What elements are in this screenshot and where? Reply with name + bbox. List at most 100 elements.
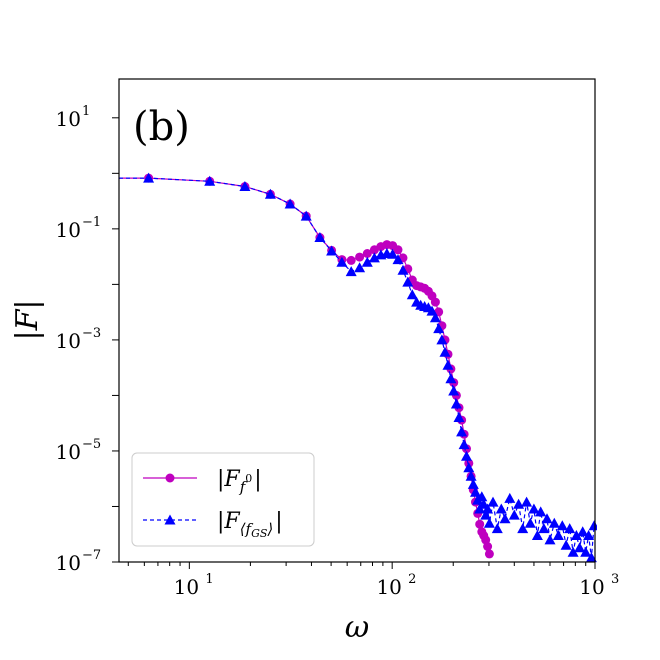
data-point-series-1 bbox=[300, 210, 312, 221]
x-tick-label: 10 bbox=[579, 575, 604, 599]
data-point-series-1 bbox=[480, 509, 492, 520]
x-tick-exponent: 3 bbox=[611, 572, 619, 587]
data-point-series-1 bbox=[463, 462, 475, 473]
legend-marker-series-0 bbox=[165, 473, 175, 483]
y-tick-label: 10 bbox=[56, 440, 81, 464]
data-point-series-1 bbox=[588, 520, 597, 531]
y-tick-exponent: −5 bbox=[82, 437, 101, 452]
data-point-series-1 bbox=[583, 530, 595, 540]
data-point-series-1 bbox=[361, 256, 373, 267]
data-point-series-1 bbox=[461, 450, 472, 461]
data-point-series-1 bbox=[204, 175, 216, 186]
data-point-series-1 bbox=[535, 506, 547, 517]
data-point-series-0 bbox=[355, 252, 365, 262]
data-point-series-1 bbox=[387, 248, 399, 259]
legend-box bbox=[131, 452, 315, 547]
data-point-series-0 bbox=[393, 245, 403, 255]
legend-label-series-0: |Ff0| bbox=[217, 467, 262, 496]
data-point-series-1 bbox=[521, 496, 533, 507]
legend-0-close: | bbox=[254, 467, 261, 492]
y-tick-exponent: −1 bbox=[82, 215, 101, 230]
plot-frame bbox=[118, 78, 596, 563]
data-point-series-0 bbox=[483, 542, 493, 551]
data-point-series-1 bbox=[574, 542, 586, 553]
data-point-series-0 bbox=[430, 297, 440, 307]
data-point-series-1 bbox=[448, 385, 460, 396]
data-point-series-1 bbox=[491, 523, 503, 534]
data-point-series-1 bbox=[445, 373, 457, 384]
data-point-series-1 bbox=[368, 252, 380, 263]
x-tick-exponent: 2 bbox=[408, 572, 416, 587]
y-tick-exponent: −3 bbox=[82, 326, 101, 341]
data-point-series-1 bbox=[504, 492, 516, 503]
data-point-series-1 bbox=[487, 496, 499, 507]
data-point-series-1 bbox=[483, 517, 495, 528]
data-point-series-1 bbox=[564, 523, 576, 534]
data-point-series-1 bbox=[406, 289, 418, 300]
data-point-series-1 bbox=[239, 181, 251, 191]
data-point-series-1 bbox=[453, 412, 465, 422]
y-axis-label: |F| bbox=[10, 299, 45, 340]
legend-1-close: | bbox=[275, 509, 282, 534]
data-point-series-1 bbox=[524, 517, 536, 528]
y-tick-exponent: −7 bbox=[82, 548, 101, 563]
legend-0-subsup: 0 bbox=[245, 472, 252, 485]
data-point-series-1 bbox=[513, 498, 525, 509]
data-point-series-1 bbox=[570, 530, 582, 540]
data-point-series-1 bbox=[508, 509, 520, 520]
data-point-series-1 bbox=[264, 188, 276, 199]
data-point-series-1 bbox=[436, 334, 448, 345]
legend-1-subclose: ⟩ bbox=[266, 520, 273, 538]
data-point-series-1 bbox=[495, 503, 507, 514]
data-point-series-1 bbox=[467, 478, 479, 489]
data-point-series-1 bbox=[560, 539, 572, 550]
data-point-series-1 bbox=[392, 254, 404, 265]
y-tick-exponent: 1 bbox=[82, 104, 90, 119]
data-point-series-0 bbox=[475, 519, 485, 529]
data-point-series-1 bbox=[577, 526, 589, 537]
data-point-series-1 bbox=[336, 256, 348, 267]
data-point-series-1 bbox=[580, 546, 592, 557]
legend-marker-series-1 bbox=[164, 514, 176, 525]
data-point-series-1 bbox=[499, 513, 511, 524]
legend-0-main: |F bbox=[217, 467, 240, 492]
data-point-series-1 bbox=[465, 470, 477, 481]
data-point-series-1 bbox=[143, 172, 155, 183]
y-tick-label: 10 bbox=[56, 329, 81, 353]
data-point-series-1 bbox=[470, 486, 481, 497]
data-point-series-0 bbox=[346, 255, 356, 265]
data-point-series-1 bbox=[585, 552, 597, 563]
y-tick-label: 10 bbox=[56, 107, 81, 131]
data-point-series-1 bbox=[476, 491, 488, 502]
x-tick-label: 10 bbox=[376, 575, 401, 599]
legend-1-subsub: GS bbox=[251, 527, 268, 540]
data-point-series-1 bbox=[433, 323, 445, 334]
legend: |Ff0| |F⟨fGS⟩| bbox=[131, 452, 315, 547]
data-point-series-1 bbox=[548, 517, 560, 528]
x-tick-label: 10 bbox=[174, 575, 199, 599]
data-point-series-1 bbox=[345, 266, 357, 277]
data-point-series-1 bbox=[528, 503, 540, 514]
panel-label: (b) bbox=[133, 104, 190, 150]
data-point-series-1 bbox=[541, 513, 553, 524]
data-point-series-1 bbox=[567, 546, 579, 557]
data-point-series-1 bbox=[439, 346, 451, 357]
x-axis-label: ω bbox=[345, 610, 369, 645]
data-point-series-1 bbox=[556, 520, 568, 531]
data-point-series-1 bbox=[482, 503, 494, 514]
data-point-series-0 bbox=[362, 249, 372, 258]
legend-1-main: |F bbox=[217, 509, 240, 534]
data-point-series-1 bbox=[354, 262, 366, 273]
data-point-series-1 bbox=[402, 276, 414, 287]
data-point-series-1 bbox=[456, 426, 468, 437]
data-point-series-1 bbox=[544, 534, 556, 545]
data-point-series-1 bbox=[397, 264, 409, 275]
data-point-series-1 bbox=[284, 198, 296, 209]
data-point-series-1 bbox=[538, 523, 550, 534]
legend-0-sub: f bbox=[239, 478, 248, 496]
plot-area bbox=[119, 172, 597, 563]
data-point-series-1 bbox=[426, 305, 438, 316]
data-point-series-0 bbox=[484, 549, 494, 559]
